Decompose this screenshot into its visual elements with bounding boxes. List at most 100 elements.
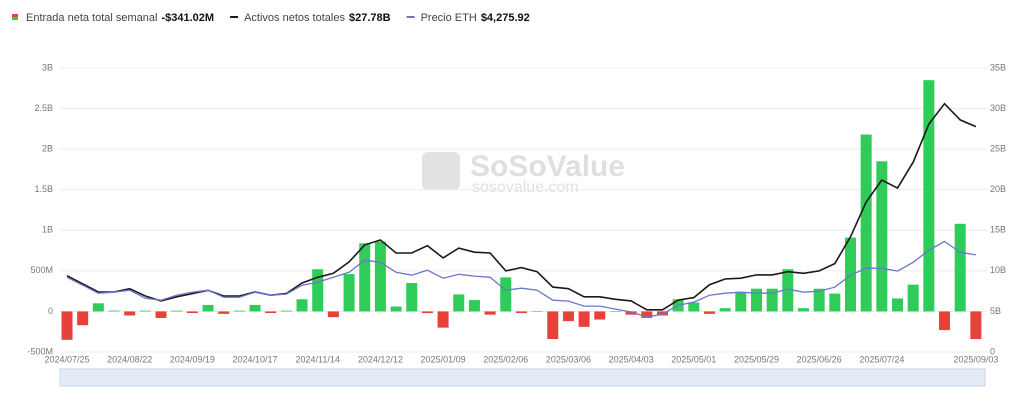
bar — [735, 291, 747, 312]
x-tick-label: 2025/05/29 — [734, 354, 779, 364]
legend-value: -$341.02M — [161, 12, 214, 24]
bar — [421, 311, 433, 314]
watermark-logo — [422, 152, 460, 190]
bar — [343, 274, 355, 312]
bar — [954, 223, 966, 312]
bar — [280, 310, 292, 312]
legend-value: $27.78B — [349, 12, 391, 24]
bar — [625, 311, 637, 315]
x-tick-label: 2025/01/09 — [421, 354, 466, 364]
bar — [562, 311, 574, 322]
y2-tick-label: 5B — [990, 306, 1001, 316]
x-tick-label: 2025/02/06 — [483, 354, 528, 364]
bar — [390, 306, 402, 312]
bar — [797, 308, 809, 312]
y-tick-label: 3B — [42, 62, 53, 72]
bar — [171, 310, 183, 312]
bar — [218, 311, 230, 314]
bar — [609, 311, 621, 312]
bar — [829, 293, 841, 312]
x-tick-label: 2024/12/12 — [358, 354, 403, 364]
x-tick-label: 2025/06/26 — [797, 354, 842, 364]
x-tick-label: 2025/05/01 — [671, 354, 716, 364]
y2-tick-label: 35B — [990, 62, 1006, 72]
navigator[interactable] — [59, 368, 986, 387]
bar — [531, 311, 543, 312]
bar — [719, 308, 731, 312]
legend-label: Precio ETH — [421, 12, 477, 24]
bar — [359, 243, 371, 312]
bar — [453, 294, 465, 312]
bar — [155, 311, 167, 318]
bar — [374, 241, 386, 312]
bar — [437, 311, 449, 328]
bar — [249, 304, 261, 312]
watermark-url: sosovalue.com — [472, 179, 579, 196]
bar — [876, 161, 888, 312]
line — [66, 240, 977, 318]
bar — [813, 288, 825, 312]
bar — [547, 311, 559, 340]
bar — [703, 311, 715, 314]
line — [66, 102, 977, 311]
bar — [500, 277, 512, 312]
y2-tick-label: 20B — [990, 184, 1006, 194]
y-tick-label: 2B — [42, 144, 53, 154]
bar — [406, 283, 418, 312]
x-tick-label: 2024/11/14 — [296, 354, 340, 364]
bar — [327, 311, 339, 318]
bar — [578, 311, 590, 327]
bar — [124, 311, 136, 316]
bar — [970, 311, 982, 340]
bar — [782, 269, 794, 312]
x-tick-label: 2025/03/06 — [546, 354, 591, 364]
bar — [594, 311, 606, 320]
y-tick-label: 1B — [42, 225, 53, 235]
bar — [92, 303, 104, 312]
y2-tick-label: 0 — [990, 346, 995, 356]
x-tick-label: 2024/07/25 — [44, 354, 89, 364]
bar — [750, 288, 762, 312]
bar — [907, 284, 919, 312]
y-tick-label: 1.5B — [34, 184, 53, 194]
bar — [641, 311, 653, 318]
bar — [923, 80, 935, 312]
watermark-title: SoSoValue — [470, 150, 625, 183]
y-tick-label: 500M — [30, 265, 53, 275]
bar — [77, 311, 89, 326]
bar — [484, 311, 496, 315]
x-tick-label: 2025/09/03 — [953, 354, 998, 364]
bar — [860, 134, 872, 312]
bar — [139, 310, 151, 312]
bar — [108, 310, 120, 312]
legend-item: Precio ETH $4,275.92 — [406, 12, 530, 24]
legend-item: Entrada neta total semanal -$341.02M — [12, 12, 214, 24]
bar — [186, 311, 198, 314]
x-tick-label: 2024/10/17 — [233, 354, 278, 364]
bar — [468, 300, 480, 312]
bar — [312, 269, 324, 312]
x-tick-label: 2024/09/19 — [170, 354, 215, 364]
bar — [688, 302, 700, 312]
bar — [892, 298, 904, 312]
bar — [766, 288, 778, 312]
legend-swatch — [12, 17, 18, 20]
bar — [515, 311, 527, 314]
bar — [61, 311, 73, 340]
legend-swatch — [12, 14, 18, 17]
legend-label: Entrada neta total semanal — [26, 12, 157, 24]
legend-label: Activos netos totales — [244, 12, 345, 24]
x-tick-label: 2025/07/24 — [859, 354, 904, 364]
legend-value: $4,275.92 — [481, 12, 530, 24]
bar — [296, 299, 308, 312]
bar — [202, 304, 214, 312]
x-tick-label: 2024/08/22 — [107, 354, 152, 364]
watermark: SoSoValue sosovalue.com — [422, 150, 625, 196]
y2-tick-label: 30B — [990, 103, 1006, 113]
y2-tick-label: 15B — [990, 225, 1006, 235]
y-tick-label: -500M — [27, 346, 53, 356]
bar — [233, 310, 245, 312]
bar — [265, 311, 277, 314]
